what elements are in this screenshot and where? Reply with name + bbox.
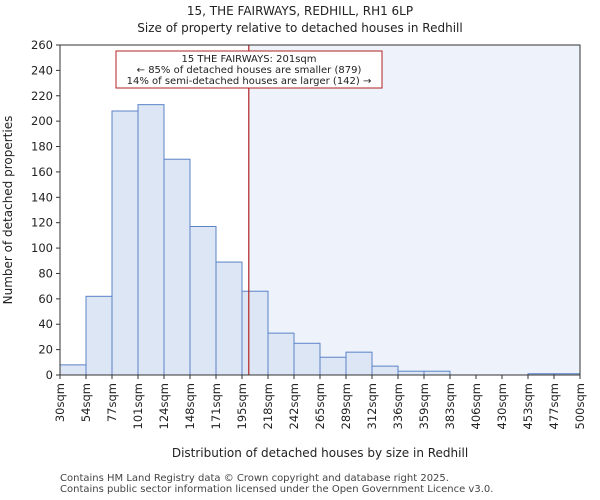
annotation-line-3: 14% of semi-detached houses are larger (…	[127, 76, 372, 87]
histogram-bar	[423, 370, 451, 376]
histogram-bar	[215, 261, 243, 376]
annotation-line-2: ← 85% of detached houses are smaller (87…	[137, 65, 362, 76]
chart-subtitle: Size of property relative to detached ho…	[137, 21, 463, 35]
histogram-bar	[371, 365, 399, 376]
histogram-bar	[137, 104, 165, 376]
histogram-bar	[267, 332, 295, 376]
x-tick-label: 336sqm	[391, 383, 405, 429]
y-tick-label: 100	[31, 241, 53, 255]
y-tick-label: 0	[46, 368, 53, 382]
x-tick-label: 171sqm	[209, 383, 223, 429]
plot-frame	[59, 44, 581, 376]
x-tick-label: 195sqm	[235, 383, 249, 429]
y-tick-label: 120	[31, 216, 53, 230]
x-tick-label: 265sqm	[313, 383, 327, 429]
annotation-box: 15 THE FAIRWAYS: 201sqm ← 85% of detache…	[115, 50, 383, 89]
histogram-bar	[163, 158, 191, 376]
annotation-line-1: 15 THE FAIRWAYS: 201sqm	[182, 54, 317, 65]
x-tick-label: 289sqm	[339, 383, 353, 429]
x-tick-label: 148sqm	[183, 383, 197, 429]
y-axis-label: Number of detached properties	[1, 116, 15, 305]
y-tick-label: 220	[31, 89, 53, 103]
histogram-bar	[293, 342, 321, 376]
footer-copyright: Contains HM Land Registry data © Crown c…	[60, 473, 449, 484]
x-tick-label: 430sqm	[495, 383, 509, 429]
x-tick-label: 359sqm	[417, 383, 431, 429]
y-tick-label: 60	[38, 292, 53, 306]
x-axis-label: Distribution of detached houses by size …	[172, 446, 468, 460]
histogram-bar	[111, 110, 139, 376]
x-tick-label: 101sqm	[131, 383, 145, 429]
y-tick-label: 80	[38, 266, 53, 280]
y-tick-label: 260	[31, 38, 53, 52]
footer-licence: Contains public sector information licen…	[60, 484, 494, 495]
annotation-border	[115, 50, 383, 89]
histogram-bar	[189, 226, 217, 376]
x-tick-label: 406sqm	[469, 383, 483, 429]
histogram-bar	[397, 370, 425, 376]
chart-title: 15, THE FAIRWAYS, REDHILL, RH1 6LP	[186, 4, 414, 18]
x-tick-label: 30sqm	[53, 383, 67, 422]
histogram-bar	[59, 364, 87, 376]
x-tick-label: 312sqm	[365, 383, 379, 429]
x-tick-label: 77sqm	[105, 383, 119, 422]
y-tick-label: 240	[31, 63, 53, 77]
y-tick-label: 20	[38, 343, 53, 357]
histogram-bar	[85, 295, 113, 376]
x-tick-label: 218sqm	[261, 383, 275, 429]
y-tick-label: 40	[38, 317, 53, 331]
x-tick-label: 54sqm	[79, 383, 93, 422]
histogram-bar	[345, 351, 373, 376]
larger-region-shade	[248, 45, 581, 375]
y-tick-label: 160	[31, 165, 53, 179]
x-tick-label: 500sqm	[573, 383, 587, 429]
x-tick-label: 242sqm	[287, 383, 301, 429]
x-tick-label: 477sqm	[547, 383, 561, 429]
y-tick-label: 180	[31, 140, 53, 154]
x-tick-label: 453sqm	[521, 383, 535, 429]
histogram-bar	[241, 290, 269, 376]
histogram-bar	[319, 356, 347, 376]
x-tick-label: 124sqm	[157, 383, 171, 429]
y-tick-label: 140	[31, 190, 53, 204]
x-tick-label: 383sqm	[443, 383, 457, 429]
y-tick-label: 200	[31, 114, 53, 128]
